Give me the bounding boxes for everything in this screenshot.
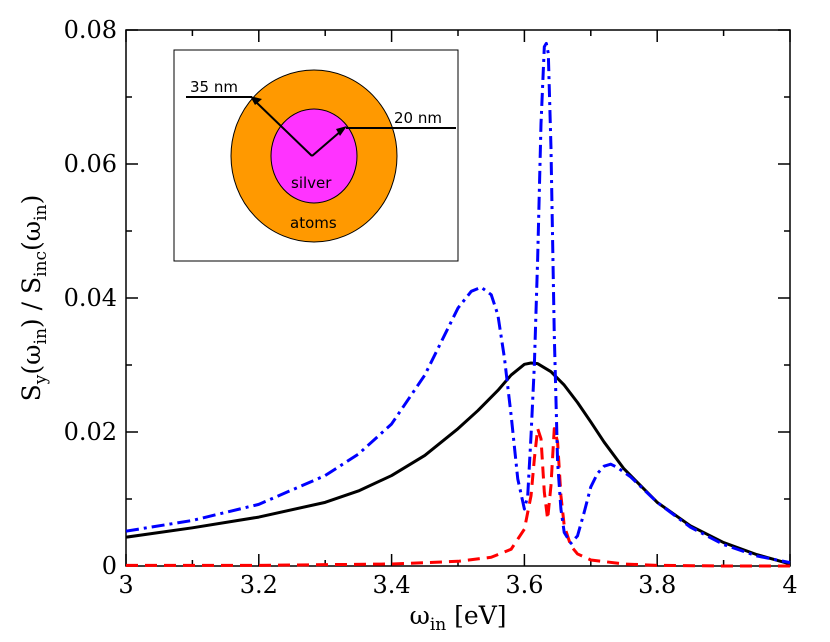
- inner-radius-label: 20 nm: [394, 109, 442, 127]
- y-tick-label: 0.02: [64, 418, 117, 446]
- outer-arrowhead-icon: [250, 96, 262, 105]
- series-line-solid: [125, 361, 791, 566]
- inner-arrowhead-icon: [336, 126, 347, 136]
- y-axis-label: Sy(ωin) / Sinc(ωin): [17, 195, 51, 402]
- series-layer: [125, 41, 791, 568]
- x-tick-label: 4: [782, 571, 797, 599]
- x-tick-label: 3.6: [505, 571, 543, 599]
- outer-radius-arrow: [255, 101, 313, 157]
- y-tick-label: 0: [102, 552, 117, 580]
- y-tick-label: 0.04: [64, 284, 117, 312]
- core-label: silver: [291, 174, 332, 192]
- x-axis-label: ωin [eV]: [409, 601, 506, 635]
- core-ellipse: [270, 108, 358, 204]
- x-tick-label: 3: [118, 571, 133, 599]
- inset: 35 nm 20 nm silver atoms: [173, 49, 459, 262]
- tick-labels: 3 3.2 3.4 3.6 3.8 4 0 0.02 0.04 0.06 0.08: [64, 16, 798, 599]
- y-tick-label: 0.08: [64, 16, 117, 44]
- series-line-dashdot: [125, 41, 791, 565]
- outer-radius-label: 35 nm: [190, 78, 238, 96]
- x-tick-label: 3.8: [638, 571, 676, 599]
- inner-radius-arrow: [311, 130, 342, 157]
- x-tick-label: 3.2: [240, 571, 278, 599]
- shell-label: atoms: [290, 214, 337, 232]
- y-tick-label: 0.06: [64, 150, 117, 178]
- series-line-dashed: [126, 427, 790, 568]
- x-tick-label: 3.4: [373, 571, 411, 599]
